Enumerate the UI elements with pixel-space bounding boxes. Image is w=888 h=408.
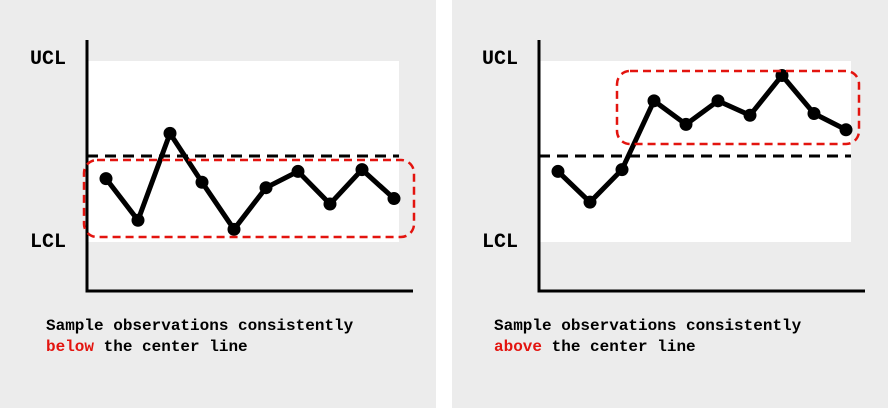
- caption-rest: the center line: [94, 338, 248, 356]
- caption-highlight: below: [46, 338, 95, 356]
- ucl-label: UCL: [482, 48, 519, 71]
- data-line: [104, 127, 396, 234]
- data-point: [807, 106, 821, 120]
- data-point: [291, 164, 305, 178]
- caption-highlight: above: [494, 338, 543, 356]
- data-point: [647, 94, 661, 108]
- caption: Sample observations consistently above t…: [494, 316, 801, 358]
- data-point: [679, 117, 693, 131]
- data-point: [355, 163, 369, 177]
- data-point: [743, 108, 757, 122]
- data-point: [839, 123, 853, 137]
- lcl-label: LCL: [482, 231, 519, 254]
- data-point: [227, 222, 241, 236]
- ucl-label: UCL: [30, 48, 67, 71]
- highlight-box: [82, 158, 416, 239]
- caption-rest: the center line: [542, 338, 696, 356]
- plot-area: [539, 61, 851, 242]
- data-point: [259, 181, 273, 195]
- data-point: [711, 94, 725, 108]
- data-line: [556, 71, 848, 206]
- data-point: [583, 195, 597, 209]
- caption-line-2: below the center line: [46, 337, 353, 358]
- caption: Sample observations consistently below t…: [46, 316, 353, 358]
- caption-line-2: above the center line: [494, 337, 801, 358]
- data-point: [387, 192, 401, 206]
- data-point: [163, 126, 177, 140]
- caption-line-1: Sample observations consistently: [494, 317, 802, 335]
- left-panel: UCL LCL Sample observations consistently…: [0, 0, 436, 408]
- data-point: [99, 172, 113, 186]
- data-point: [131, 213, 145, 227]
- control-chart-below: [82, 40, 416, 293]
- data-point: [615, 163, 629, 177]
- data-point: [323, 197, 337, 211]
- data-point: [195, 175, 209, 189]
- right-panel: UCL LCL Sample observations consistently…: [452, 0, 888, 408]
- control-chart-above: [537, 40, 865, 293]
- lcl-label: LCL: [30, 231, 67, 254]
- caption-line-1: Sample observations consistently: [46, 317, 354, 335]
- data-point: [551, 164, 565, 178]
- highlight-box: [615, 69, 861, 146]
